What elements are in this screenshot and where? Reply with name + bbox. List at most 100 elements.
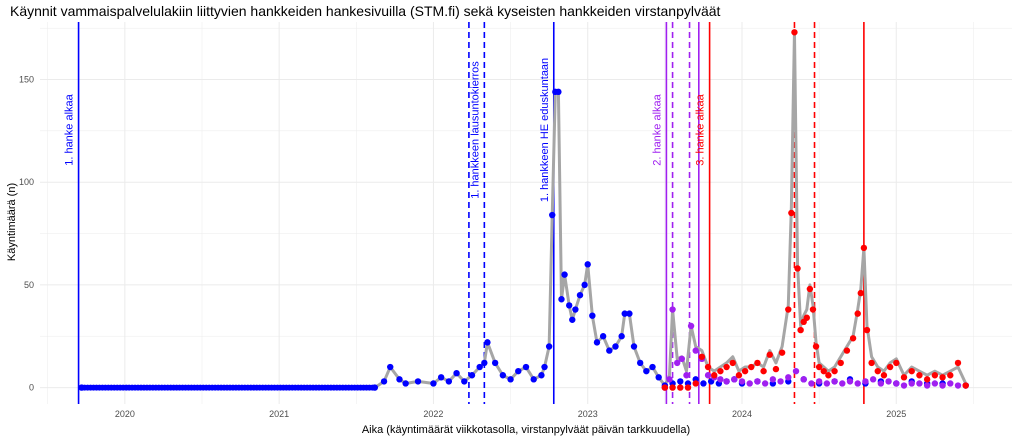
data-point (815, 363, 823, 371)
data-point (754, 359, 761, 367)
data-point (947, 380, 954, 387)
data-point (717, 367, 724, 375)
x-axis-title: Aika (käyntimäärät viikkotasolla, virsta… (362, 424, 690, 436)
data-point (900, 382, 908, 389)
data-point (962, 382, 969, 389)
data-point (704, 363, 712, 371)
milestone-label: 1. hanke alkaa (64, 93, 76, 165)
y-tick-label: 0 (29, 383, 34, 393)
data-point (760, 367, 767, 375)
data-point (731, 376, 738, 383)
data-point (481, 359, 488, 367)
milestone-label: 2. hanke alkaa (651, 93, 663, 165)
data-point (723, 363, 730, 371)
data-point (916, 380, 923, 387)
data-point (862, 378, 869, 385)
data-point (931, 372, 939, 379)
data-point (886, 363, 894, 371)
data-point (371, 384, 378, 391)
data-point (812, 343, 820, 350)
data-point (692, 347, 699, 354)
data-point (769, 376, 777, 383)
y-axis-title: Käyntimäärä (n) (6, 183, 18, 261)
data-point (772, 365, 780, 373)
series-3-points (661, 29, 969, 391)
data-point (809, 306, 817, 313)
data-point (555, 88, 562, 96)
data-point (868, 359, 875, 367)
data-point (939, 382, 946, 389)
data-point (777, 378, 784, 385)
data-point (507, 376, 514, 383)
data-point (476, 363, 483, 371)
data-point (491, 359, 499, 367)
data-point (78, 384, 85, 391)
data-point (785, 374, 792, 381)
x-tick-label: 2024 (732, 409, 752, 419)
data-point (566, 302, 573, 309)
data-point (923, 376, 931, 383)
data-point (584, 261, 591, 268)
data-point (606, 347, 613, 354)
data-point (678, 355, 686, 363)
data-point (599, 333, 607, 340)
data-point (649, 363, 656, 371)
data-point (572, 306, 579, 313)
data-point (954, 382, 962, 389)
data-point (437, 374, 445, 381)
data-point (877, 380, 885, 387)
data-point (636, 359, 644, 367)
data-point (797, 326, 804, 334)
data-point (792, 367, 800, 375)
grid-layer (40, 22, 1012, 404)
data-point (785, 306, 792, 313)
data-point (630, 343, 638, 350)
data-point (655, 374, 662, 381)
data-point (741, 367, 749, 375)
data-point (581, 281, 588, 289)
data-point (414, 378, 422, 385)
data-point (761, 380, 769, 387)
data-point (900, 374, 908, 381)
data-point (869, 376, 877, 383)
data-point (530, 376, 537, 383)
data-point (954, 359, 962, 367)
data-point (576, 291, 584, 299)
data-point (820, 367, 827, 375)
data-point (538, 372, 545, 379)
data-point (541, 363, 548, 371)
y-tick-label: 100 (19, 177, 34, 187)
data-point (916, 372, 923, 379)
data-point (522, 363, 530, 371)
data-point (931, 380, 939, 387)
data-point (800, 376, 807, 383)
data-point (874, 367, 881, 375)
data-point (939, 374, 946, 381)
data-point (831, 367, 838, 375)
x-tick-label: 2025 (886, 409, 906, 419)
data-point (621, 310, 628, 317)
data-point (387, 363, 394, 371)
milestone-label: 1. hankkeen HE eduskuntaan (539, 58, 551, 202)
data-point (885, 378, 892, 385)
point-layer (78, 29, 969, 391)
y-tick-label: 150 (19, 75, 34, 85)
data-point (837, 359, 844, 367)
data-point (746, 380, 753, 387)
data-point (863, 326, 871, 334)
data-point (748, 363, 755, 371)
data-point (593, 339, 601, 346)
data-point (677, 378, 684, 385)
data-point (794, 265, 801, 272)
milestone-label: 1. hankkeen lausuntokierros (469, 61, 481, 199)
data-point (569, 316, 576, 323)
annotation-layer: 1. hanke alkaa 1. hankkeen lausuntokierro… (64, 58, 707, 202)
data-point (468, 372, 476, 379)
data-point (626, 310, 633, 317)
data-point (618, 333, 625, 340)
y-tick-label: 50 (24, 280, 34, 290)
data-point (825, 372, 832, 379)
data-point (823, 380, 831, 387)
